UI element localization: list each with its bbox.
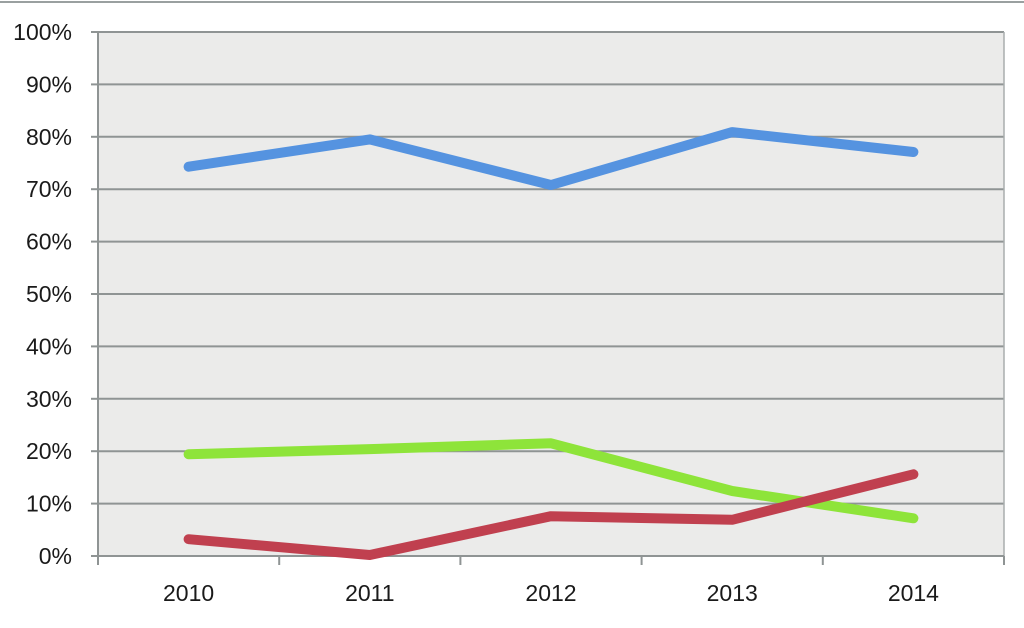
y-tick-label: 100% [13, 19, 72, 45]
x-tick-label: 2010 [163, 580, 214, 606]
x-tick-label: 2011 [345, 580, 394, 606]
axes [91, 31, 1005, 565]
x-tick-label: 2013 [707, 580, 758, 606]
series-lines [183, 127, 919, 560]
series-line-1 [183, 127, 919, 190]
y-tick-label: 40% [26, 333, 72, 359]
y-tick-label: 70% [26, 176, 72, 202]
series-line-3 [183, 469, 919, 560]
tick-labels: 0% 10% 20% 30% 40% 50% 60% 70% 80% 90% 100% 2010 201… [13, 19, 939, 606]
y-tick-label: 0% [39, 543, 72, 569]
y-tick-label: 10% [26, 491, 72, 517]
y-tick-label: 80% [26, 124, 72, 150]
y-tick-label: 50% [26, 281, 72, 307]
y-tick-label: 60% [26, 229, 72, 255]
x-tick-label: 2014 [888, 580, 939, 606]
y-tick-label: 20% [26, 438, 72, 464]
y-tick-label: 90% [26, 71, 72, 97]
y-tick-label: 30% [26, 386, 72, 412]
x-tick-label: 2012 [525, 580, 576, 606]
